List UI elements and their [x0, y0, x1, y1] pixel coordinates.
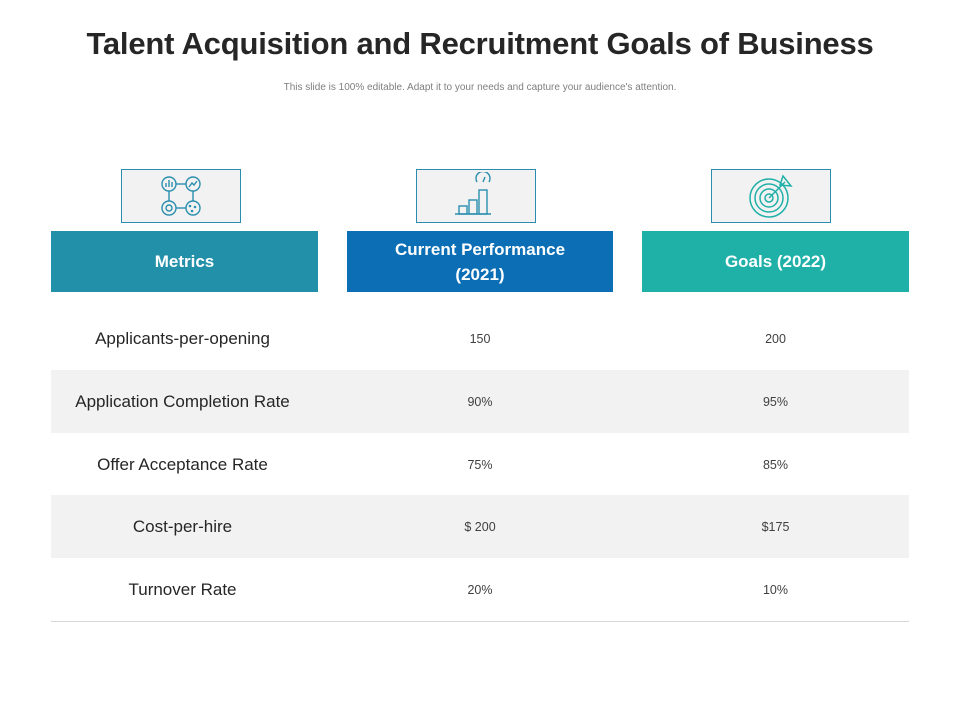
analytics-dashboard-icon: [161, 176, 201, 216]
metrics-header-label: Metrics: [154, 252, 215, 271]
current-performance-header: Current Performance (2021): [347, 231, 613, 292]
bar-chart-gauge-icon: [455, 172, 491, 215]
metrics-header: Metrics: [51, 231, 318, 292]
table-row: Applicants-per-opening 150 200: [51, 307, 909, 370]
goal-value: $175: [761, 519, 790, 534]
page-title: Talent Acquisition and Recruitment Goals…: [86, 26, 874, 61]
goal-value: 200: [765, 331, 786, 346]
current-icon-box: [416, 169, 536, 223]
table-row: Turnover Rate 20% 10%: [51, 558, 909, 621]
goal-value: 10%: [762, 582, 789, 597]
current-header-label-line1: Current Performance: [394, 239, 566, 259]
target-arrow-icon: [749, 174, 793, 218]
metric-name: Applicants-per-opening: [95, 328, 270, 348]
current-value: $ 200: [464, 519, 496, 534]
metric-name: Turnover Rate: [128, 579, 237, 599]
goal-value: 85%: [762, 457, 789, 472]
table-row: Cost-per-hire $ 200 $175: [51, 495, 909, 558]
metrics-icon-box: [121, 169, 241, 223]
goals-icon-box: [711, 169, 831, 223]
current-value: 20%: [467, 582, 493, 597]
table-row: Offer Acceptance Rate 75% 85%: [51, 433, 909, 496]
current-header-label-line2: (2021): [455, 264, 505, 284]
metric-name: Offer Acceptance Rate: [97, 454, 268, 474]
metric-name: Cost-per-hire: [132, 516, 233, 536]
goals-header: Goals (2022): [642, 231, 909, 292]
current-value: 150: [469, 331, 491, 346]
goal-value: 95%: [762, 394, 789, 409]
page-subtitle: This slide is 100% editable. Adapt it to…: [283, 82, 677, 93]
table-row: Application Completion Rate 90% 95%: [51, 370, 909, 433]
goals-header-label: Goals (2022): [724, 252, 827, 271]
metric-name: Application Completion Rate: [75, 391, 290, 411]
current-value: 75%: [467, 457, 493, 472]
current-value: 90%: [467, 394, 493, 409]
table-bottom-divider: [51, 621, 909, 622]
